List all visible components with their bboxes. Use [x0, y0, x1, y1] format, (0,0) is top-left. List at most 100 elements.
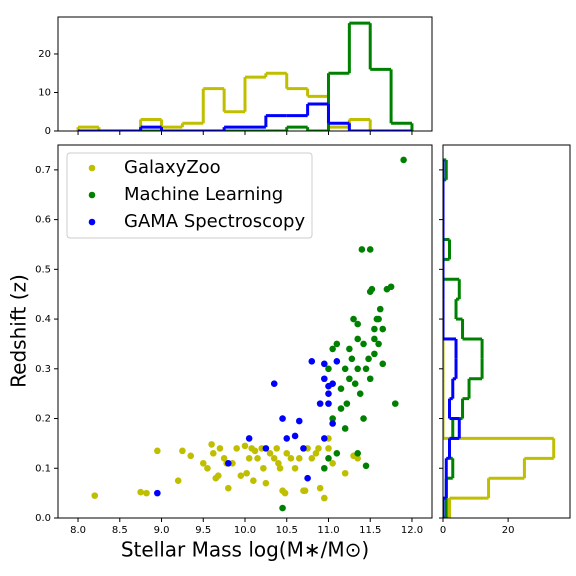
point	[360, 340, 367, 348]
point	[321, 494, 328, 502]
point	[225, 459, 232, 467]
point	[354, 455, 362, 462]
point	[354, 320, 362, 328]
x-tick-label: 9.0	[154, 525, 170, 536]
legend-label: Machine Learning	[124, 184, 283, 205]
point	[362, 462, 370, 470]
legend-marker	[88, 191, 96, 199]
point	[225, 484, 232, 492]
point	[187, 452, 195, 460]
y-tick-label: 0.3	[35, 364, 51, 375]
point	[387, 283, 395, 291]
point	[174, 477, 182, 485]
y-tick-label: 0.5	[35, 264, 51, 275]
legend-label: GAMA Spectroscopy	[124, 211, 305, 232]
point	[262, 445, 270, 452]
point	[301, 487, 309, 494]
x-tick-label: 9.5	[195, 525, 211, 536]
x-tick-label: 10.5	[276, 525, 298, 536]
point	[237, 472, 245, 480]
point	[371, 335, 378, 343]
point	[295, 455, 303, 462]
point	[341, 365, 349, 373]
point	[270, 380, 278, 388]
point	[356, 390, 364, 397]
point	[208, 441, 215, 448]
point	[371, 350, 378, 358]
point	[241, 442, 249, 450]
y-tick-label: 0.2	[35, 414, 51, 425]
y-tick-label: 0.1	[35, 463, 51, 474]
main-frame	[57, 144, 433, 519]
point	[375, 340, 382, 348]
point	[91, 492, 99, 499]
point	[348, 355, 356, 363]
point	[254, 455, 261, 462]
point	[321, 464, 328, 472]
point	[245, 455, 253, 462]
point	[376, 305, 384, 313]
point	[346, 375, 353, 383]
point	[354, 365, 362, 373]
point	[379, 325, 387, 333]
legend: GalaxyZoo Machine Learning GAMA Spectrosco…	[66, 152, 313, 239]
legend-marker	[88, 164, 96, 172]
x-tick-label: 20	[502, 525, 515, 536]
point	[321, 360, 328, 368]
point	[199, 459, 207, 467]
point	[354, 335, 362, 343]
point	[154, 447, 161, 455]
y-tick-label: 20	[38, 49, 51, 60]
point	[365, 355, 372, 363]
point	[321, 435, 328, 442]
point	[316, 484, 324, 492]
point	[233, 445, 240, 452]
point	[245, 435, 253, 442]
point	[304, 474, 311, 482]
point	[295, 417, 303, 425]
point	[300, 445, 307, 452]
point	[308, 455, 316, 462]
point	[220, 455, 228, 462]
point	[325, 455, 332, 462]
point	[341, 469, 349, 477]
x-tick-label: 12.0	[401, 525, 423, 536]
point	[329, 420, 336, 427]
point	[329, 415, 336, 422]
y-axis-label: Redshift (z)	[7, 274, 31, 388]
point	[333, 358, 341, 365]
point	[287, 455, 295, 462]
point	[291, 432, 299, 440]
legend-box	[66, 152, 313, 239]
right-frame	[442, 144, 571, 519]
point	[358, 246, 366, 253]
point	[379, 360, 387, 368]
point	[329, 380, 336, 388]
right-histogram-area	[443, 158, 556, 518]
point	[325, 390, 332, 397]
point	[325, 445, 332, 452]
point	[243, 469, 250, 477]
legend-label: GalaxyZoo	[124, 157, 221, 178]
scatter-area	[91, 156, 407, 512]
point	[308, 358, 316, 365]
point	[273, 445, 281, 452]
point	[368, 285, 376, 293]
point	[325, 365, 332, 373]
y-tick-label: 0	[45, 126, 51, 137]
point	[209, 450, 217, 457]
point	[154, 489, 161, 497]
point	[204, 464, 211, 472]
point	[366, 246, 374, 253]
point	[291, 464, 299, 472]
point	[337, 405, 345, 412]
x-tick-label: 8.5	[112, 525, 128, 536]
y-tick-label: 0.4	[35, 314, 51, 325]
point	[329, 459, 336, 467]
point	[360, 415, 367, 422]
point	[312, 450, 320, 457]
point	[337, 385, 345, 392]
